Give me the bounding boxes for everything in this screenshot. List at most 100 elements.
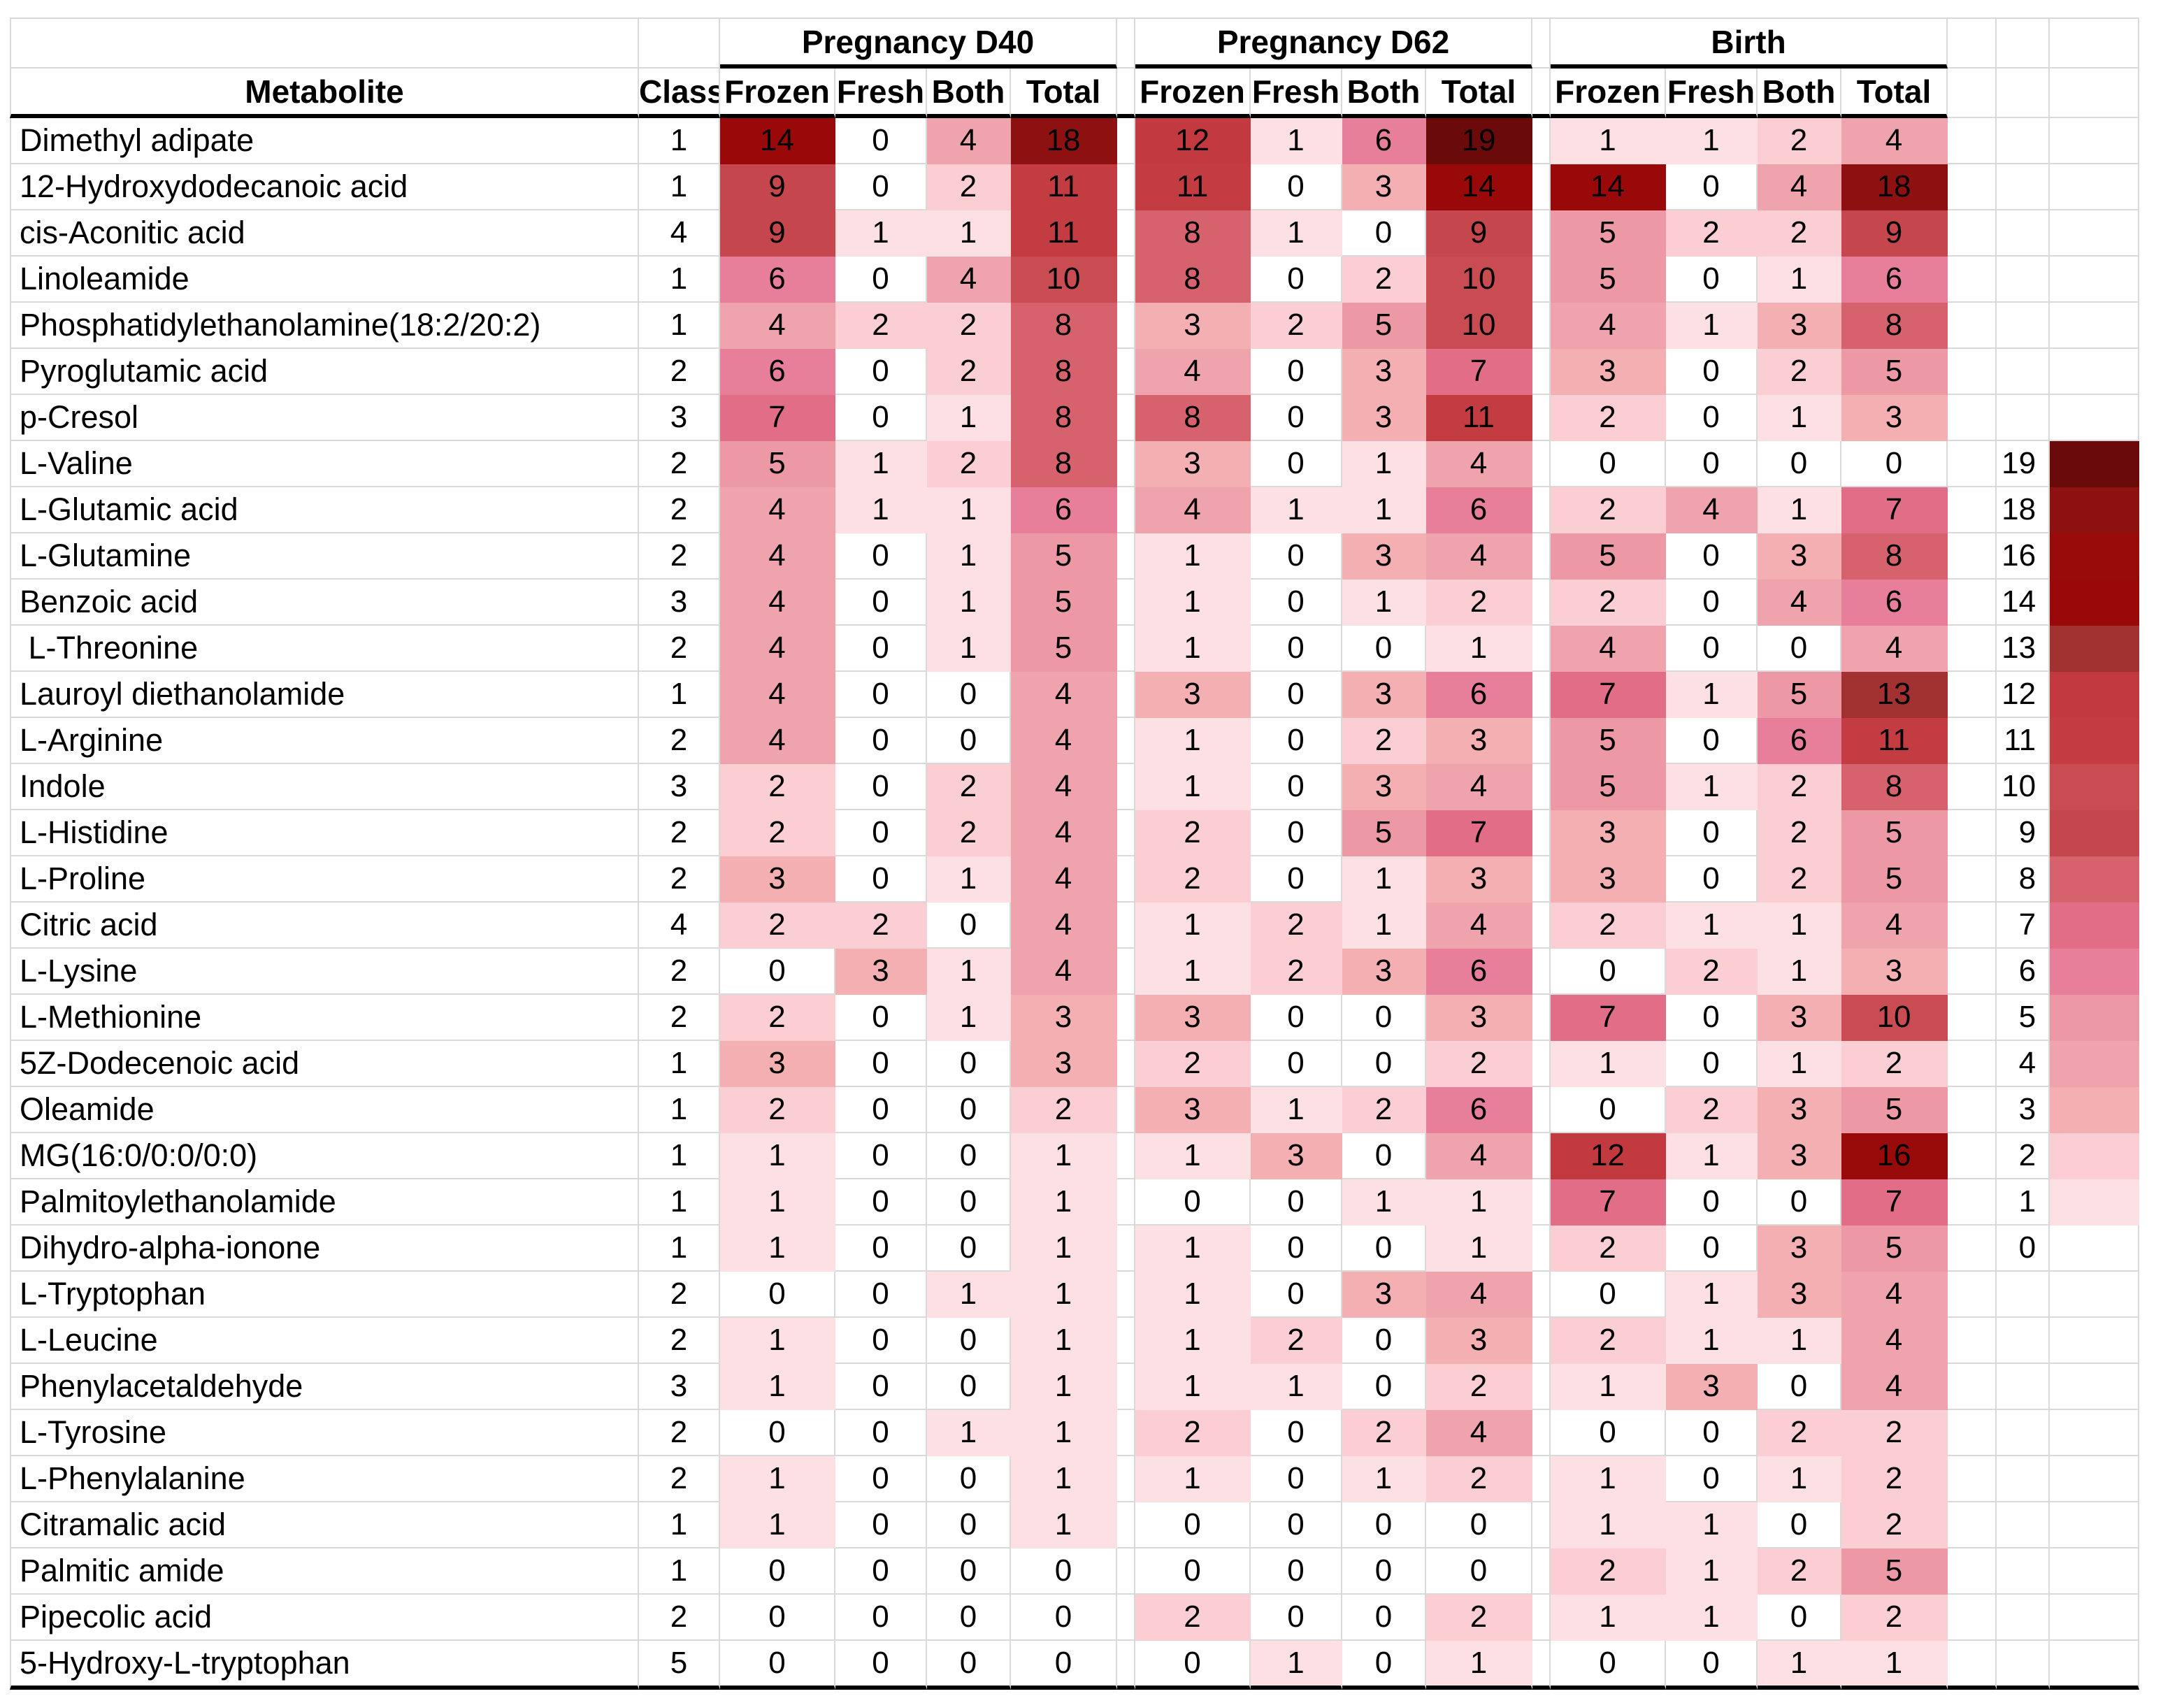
value-cell: 1	[1758, 257, 1842, 303]
column-header-class: Class	[639, 69, 720, 118]
value-cell: 2	[1426, 1041, 1533, 1087]
class-value: 2	[639, 533, 720, 580]
column-header-d62-frozen: Frozen	[1135, 69, 1251, 118]
value-cell: 1	[1251, 1087, 1343, 1133]
value-cell: 1	[1758, 487, 1842, 533]
value-cell: 16	[1841, 1133, 1948, 1179]
value-cell: 2	[1758, 210, 1842, 257]
column-header-birth-both: Both	[1758, 69, 1842, 118]
group-spacer	[1117, 1272, 1136, 1318]
table-row: Palmitic amide 1 0 0 0 0 0 0 0 0 2 1 2 5	[10, 1548, 2140, 1595]
group-spacer	[1117, 856, 1136, 903]
blank-cell	[1948, 995, 1997, 1041]
blank-cell	[2050, 1410, 2140, 1456]
value-cell: 0	[927, 1133, 1011, 1179]
value-cell: 1	[927, 949, 1011, 995]
legend-value: 6	[1997, 949, 2050, 995]
value-cell: 2	[1135, 1410, 1251, 1456]
blank-cell	[2050, 349, 2140, 395]
value-cell: 2	[927, 349, 1011, 395]
class-value: 1	[639, 303, 720, 349]
blank-cell	[2050, 1318, 2140, 1364]
value-cell: 0	[720, 1595, 835, 1641]
metabolite-name: L-Leucine	[10, 1318, 639, 1364]
value-cell: 0	[1251, 1410, 1343, 1456]
value-cell: 4	[1841, 1364, 1948, 1410]
group-spacer	[1117, 395, 1136, 441]
value-cell: 0	[1426, 1548, 1533, 1595]
value-cell: 2	[1758, 1548, 1842, 1595]
class-value: 1	[639, 1179, 720, 1226]
value-cell: 0	[1666, 533, 1758, 580]
value-cell: 10	[1841, 995, 1948, 1041]
metabolite-name: L-Threonine	[10, 626, 639, 672]
value-cell: 1	[1426, 626, 1533, 672]
value-cell: 4	[1841, 1272, 1948, 1318]
blank-cell	[2050, 1641, 2140, 1690]
class-value: 3	[639, 1364, 720, 1410]
class-value: 2	[639, 1272, 720, 1318]
blank-cell	[1948, 903, 1997, 949]
value-cell: 1	[835, 487, 927, 533]
value-cell: 1	[1011, 1226, 1118, 1272]
legend-value: 16	[1997, 533, 2050, 580]
value-cell: 4	[1426, 1272, 1533, 1318]
blank-cell	[1948, 672, 1997, 718]
value-cell: 0	[1251, 1595, 1343, 1641]
value-cell: 1	[1011, 1410, 1118, 1456]
value-cell: 0	[1342, 995, 1427, 1041]
value-cell: 2	[720, 903, 835, 949]
table-row: L-Glutamic acid 2 4 1 1 6 4 1 1 6 2 4 1 7 18	[10, 487, 2140, 533]
blank-cell	[1997, 1548, 2050, 1595]
metabolite-name: Citramalic acid	[10, 1502, 639, 1548]
blank-cell	[2050, 395, 2140, 441]
blank-cell	[2050, 1272, 2140, 1318]
value-cell: 0	[1251, 257, 1343, 303]
column-header-row: Metabolite Class Frozen Fresh Both Total…	[10, 69, 2140, 118]
value-cell: 10	[1426, 303, 1533, 349]
blank-cell	[1948, 395, 1997, 441]
value-cell: 11	[1426, 395, 1533, 441]
value-cell: 9	[720, 210, 835, 257]
group-spacer	[1532, 1041, 1551, 1087]
value-cell: 3	[1841, 949, 1948, 995]
value-cell: 0	[720, 1548, 835, 1595]
value-cell: 4	[720, 487, 835, 533]
value-cell: 2	[927, 764, 1011, 810]
class-value: 1	[639, 1041, 720, 1087]
value-cell: 0	[1342, 1318, 1427, 1364]
value-cell: 2	[1426, 1364, 1533, 1410]
value-cell: 14	[720, 118, 835, 164]
group-spacer	[1117, 257, 1136, 303]
value-cell: 2	[1841, 1410, 1948, 1456]
value-cell: 2	[1666, 210, 1758, 257]
value-cell: 0	[1342, 1133, 1427, 1179]
blank-cell	[1948, 1318, 1997, 1364]
value-cell: 1	[927, 210, 1011, 257]
value-cell: 2	[1666, 949, 1758, 995]
value-cell: 0	[1251, 441, 1343, 487]
value-cell: 5	[1551, 533, 1667, 580]
value-cell: 1	[1342, 580, 1427, 626]
value-cell: 2	[1841, 1041, 1948, 1087]
value-cell: 3	[1551, 349, 1667, 395]
value-cell: 4	[1011, 764, 1118, 810]
blank-cell	[1997, 118, 2050, 164]
group-spacer	[1117, 17, 1136, 69]
value-cell: 0	[1342, 1502, 1427, 1548]
value-cell: 1	[1666, 118, 1758, 164]
value-cell: 0	[1342, 1548, 1427, 1595]
blank-cell	[1948, 718, 1997, 764]
blank-cell	[1948, 764, 1997, 810]
value-cell: 7	[1841, 1179, 1948, 1226]
legend-swatch	[2050, 764, 2140, 810]
legend-value: 0	[1997, 1226, 2050, 1272]
value-cell: 8	[1135, 395, 1251, 441]
blank-cell	[1948, 1641, 1997, 1690]
table-row: L-Lysine 2 0 3 1 4 1 2 3 6 0 2 1 3 6	[10, 949, 2140, 995]
value-cell: 5	[1551, 210, 1667, 257]
value-cell: 2	[1666, 1087, 1758, 1133]
blank-cell	[2050, 1502, 2140, 1548]
value-cell: 0	[835, 257, 927, 303]
